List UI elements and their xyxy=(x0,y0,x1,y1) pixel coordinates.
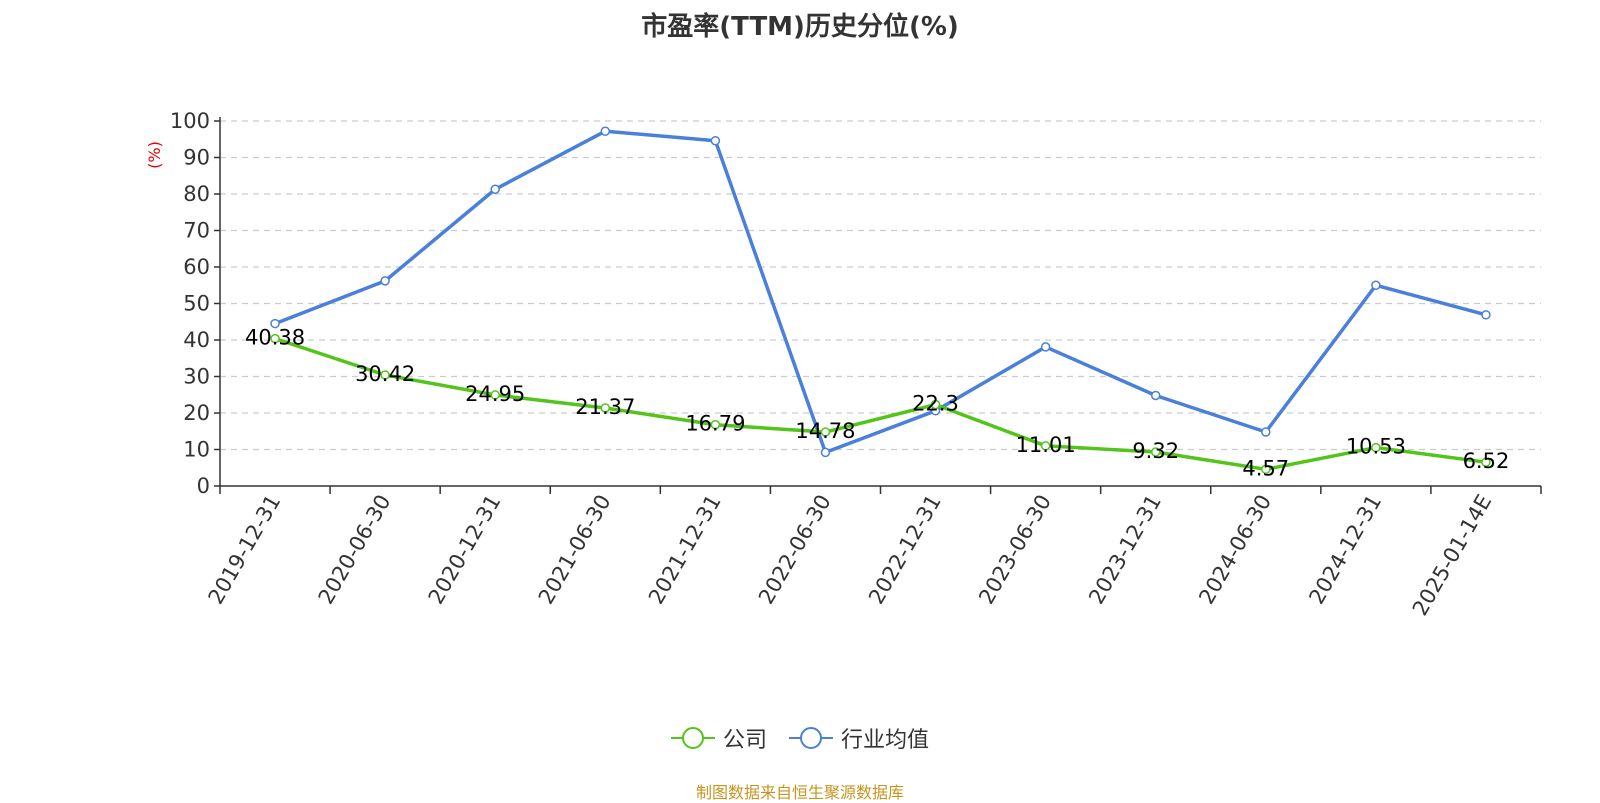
data-label: 30.42 xyxy=(355,362,415,386)
y-tick-label: 40 xyxy=(183,328,210,352)
legend-label-industry: 行业均值 xyxy=(841,728,930,753)
data-label: 16.79 xyxy=(685,412,745,436)
data-point-industry xyxy=(820,447,831,458)
x-tick-label: 2025-01-14E xyxy=(1408,491,1496,620)
series xyxy=(270,126,1491,475)
x-tick-label: 2024-12-31 xyxy=(1304,491,1386,609)
data-point-company xyxy=(820,427,831,437)
x-tick-label: 2022-06-30 xyxy=(754,491,836,609)
y-tick-label: 80 xyxy=(183,182,210,206)
series-line-industry xyxy=(274,129,1487,455)
x-tick-label: 2023-12-31 xyxy=(1084,491,1166,609)
data-label: 11.01 xyxy=(1016,433,1076,457)
data-point-industry xyxy=(490,184,500,195)
x-tick-label: 2021-12-31 xyxy=(644,491,726,609)
data-point-company xyxy=(600,403,611,413)
x-tick-label: 2020-12-31 xyxy=(424,491,506,609)
y-tick-label: 0 xyxy=(197,474,210,498)
y-tick-label: 20 xyxy=(183,401,210,425)
source-note: 制图数据来自恒生聚源数据库 xyxy=(695,783,904,802)
data-label: 9.32 xyxy=(1132,439,1179,463)
data-point-industry xyxy=(710,135,721,146)
data-point-company xyxy=(1261,464,1271,475)
legend-label-company: 公司 xyxy=(722,728,767,753)
data-point-company xyxy=(1371,442,1381,453)
legend-item-industry[interactable]: 行业均值 xyxy=(789,722,929,754)
y-tick-label: 100 xyxy=(170,109,210,133)
data-label: 40.38 xyxy=(245,326,305,350)
data-point-company xyxy=(930,399,941,410)
y-tick-label: 70 xyxy=(183,219,210,243)
x-tick-label: 2024-06-30 xyxy=(1194,491,1276,609)
x-tick-label: 2022-12-31 xyxy=(864,491,946,609)
data-point-company xyxy=(380,370,390,380)
data-point-industry xyxy=(270,318,280,329)
x-tick-label: 2020-06-30 xyxy=(314,491,396,609)
data-point-company xyxy=(1481,457,1491,467)
grid-lines xyxy=(220,120,1541,451)
data-point-industry xyxy=(600,126,611,136)
y-tick-label: 50 xyxy=(183,292,210,316)
legend-marker-company xyxy=(670,727,715,749)
y-tick-label: 60 xyxy=(183,255,210,279)
data-point-industry xyxy=(1150,390,1161,401)
legend: 公司 行业均值 xyxy=(0,722,1600,754)
data-point-company xyxy=(270,333,280,344)
y-axis-label: (%) xyxy=(145,141,164,169)
data-point-industry xyxy=(1040,342,1051,352)
data-label: 6.52 xyxy=(1463,449,1510,473)
data-point-company xyxy=(710,419,721,430)
chart-title: 市盈率(TTM)历史分位(%) xyxy=(641,12,959,42)
data-point-industry xyxy=(1481,310,1491,320)
legend-marker-industry xyxy=(789,727,833,749)
x-tick-label: 2019-12-31 xyxy=(204,491,286,609)
data-label: 22.3 xyxy=(912,392,959,416)
y-tick-label: 90 xyxy=(183,146,210,170)
x-tick-label: 2021-06-30 xyxy=(534,491,616,609)
x-tick-label: 2023-06-30 xyxy=(974,491,1056,609)
data-point-company xyxy=(490,390,500,400)
y-tick-label: 30 xyxy=(183,365,210,389)
data-point-company xyxy=(1040,441,1051,451)
series-line-company xyxy=(274,336,1487,472)
data-point-company xyxy=(1150,447,1161,457)
data-point-industry xyxy=(1261,427,1271,437)
data-label: 14.78 xyxy=(795,419,855,443)
legend-item-company[interactable]: 公司 xyxy=(670,722,767,754)
data-labels: 40.38 30.42 24.95 21.37 16.79 14.78 22.3 11.01 9… xyxy=(245,326,1509,481)
data-label: 21.37 xyxy=(575,395,635,419)
data-label: 4.57 xyxy=(1242,456,1289,480)
data-label: 24.95 xyxy=(465,382,525,406)
data-point-industry xyxy=(1371,280,1381,290)
data-point-industry xyxy=(380,276,390,286)
data-label: 10.53 xyxy=(1346,435,1406,459)
y-tick-label: 10 xyxy=(183,438,210,462)
